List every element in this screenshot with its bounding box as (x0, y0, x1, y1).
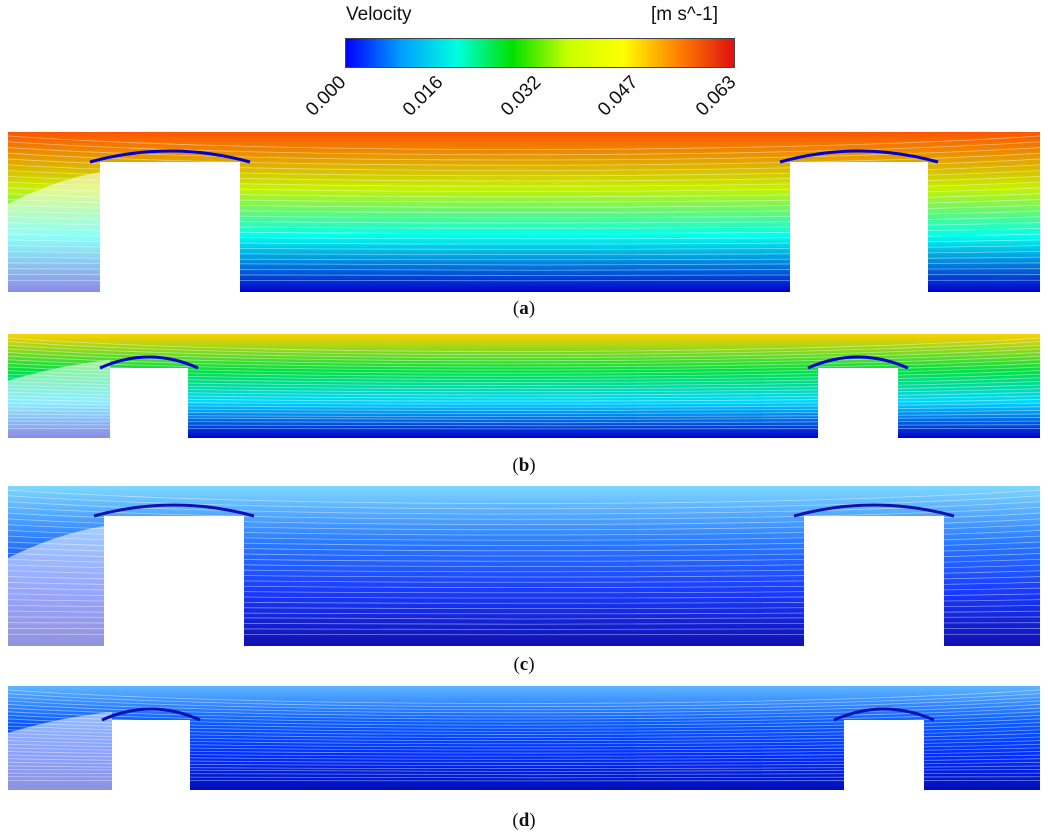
colorbar-tick-label: 0.063 (691, 72, 741, 121)
panel-caption-c: (c) (513, 654, 535, 675)
streamline (8, 135, 1040, 150)
recirculation-zone (8, 712, 112, 790)
panel-label: d (518, 810, 530, 831)
streamline-panel-c (8, 486, 1040, 646)
panel-label: c (519, 654, 529, 675)
recirculation-zone (8, 172, 100, 292)
streamline-panel-a (8, 132, 1040, 292)
streamline (8, 693, 1040, 707)
obstacle-boundary (93, 503, 255, 518)
streamline-plot-a (8, 132, 1040, 292)
streamline (8, 711, 1040, 723)
velocity-colorbar (345, 38, 735, 68)
streamline (8, 707, 1040, 720)
obstacle-block (790, 162, 928, 292)
colorbar-tick-label: 0.016 (398, 72, 448, 121)
obstacle-block (100, 162, 240, 292)
obstacle-block (804, 516, 944, 646)
streamline (8, 355, 1040, 368)
streamline-plot-d (8, 686, 1040, 790)
obstacle-block (844, 720, 924, 790)
obstacle-boundary (99, 355, 199, 370)
obstacle-block (110, 368, 188, 438)
streamline (8, 696, 1040, 711)
obstacle-boundary (779, 149, 939, 164)
streamline-panel-b (8, 334, 1040, 438)
panel-caption-d: (d) (512, 810, 536, 831)
streamline-panel-d (8, 686, 1040, 790)
obstacle-boundary (89, 149, 251, 164)
streamline-plot-c (8, 486, 1040, 646)
recirculation-zone (8, 360, 110, 438)
streamline (8, 341, 1040, 355)
streamline (8, 495, 1040, 510)
streamline (8, 344, 1040, 359)
streamline (8, 489, 1040, 504)
streamline-plot-b (8, 334, 1040, 438)
panel-caption-a: (a) (512, 298, 536, 319)
streamline (8, 141, 1040, 156)
obstacle-block (112, 720, 190, 790)
streamline (8, 689, 1040, 704)
legend-unit: [m s^-1] (651, 4, 718, 25)
streamline (8, 152, 1040, 166)
colorbar-tick-label: 0.047 (593, 72, 643, 121)
panel-label: a (519, 298, 529, 319)
legend-title: Velocity (346, 4, 412, 25)
streamline (8, 348, 1040, 362)
recirculation-zone (8, 526, 104, 646)
obstacle-boundary (101, 707, 201, 722)
colorbar-tick-label: 0.032 (496, 72, 546, 121)
panel-label: b (518, 455, 530, 476)
obstacle-block (818, 368, 898, 438)
obstacle-boundary (807, 355, 909, 370)
obstacle-block (104, 516, 244, 646)
obstacle-boundary (833, 707, 935, 722)
obstacle-boundary (793, 503, 955, 518)
streamline (8, 700, 1040, 714)
streamline (8, 337, 1040, 352)
panel-caption-b: (b) (512, 455, 536, 476)
streamline (8, 506, 1040, 520)
colorbar-tick-label: 0.000 (301, 72, 351, 121)
